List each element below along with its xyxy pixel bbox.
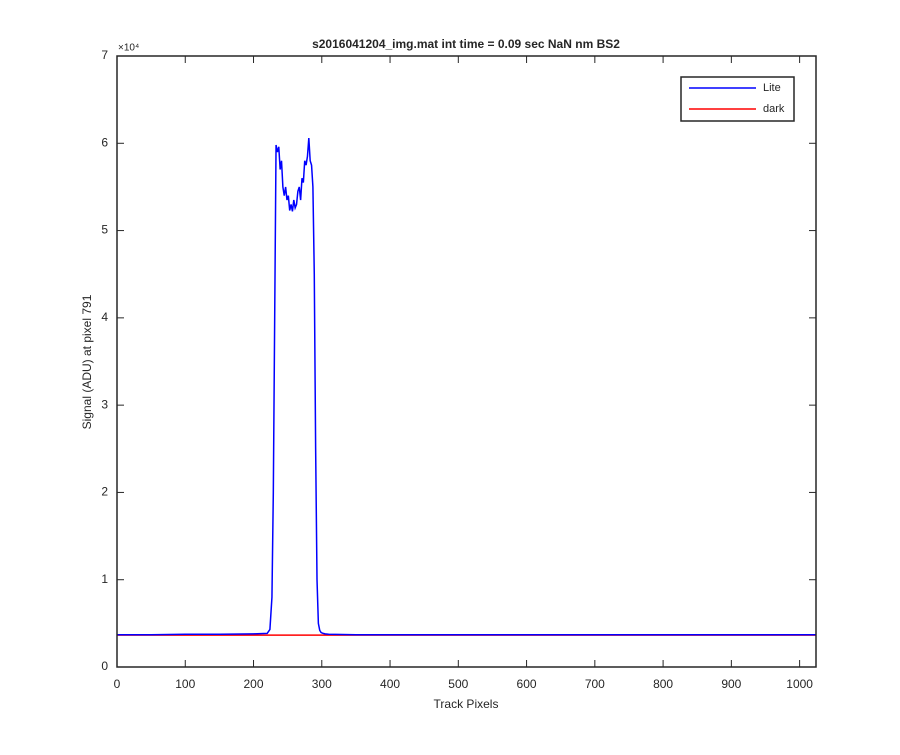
y-tick-label: 5 [101, 223, 108, 237]
x-tick-label: 900 [721, 677, 741, 691]
legend-label: Lite [763, 82, 781, 94]
legend-label: dark [763, 103, 785, 115]
x-tick-label: 100 [175, 677, 195, 691]
x-tick-label: 600 [517, 677, 537, 691]
y-axis-label: Signal (ADU) at pixel 791 [80, 294, 94, 429]
y-tick-label: 7 [101, 48, 108, 62]
x-tick-label: 300 [312, 677, 332, 691]
x-tick-label: 0 [114, 677, 121, 691]
x-tick-label: 800 [653, 677, 673, 691]
x-tick-label: 700 [585, 677, 605, 691]
x-tick-label: 200 [244, 677, 264, 691]
y-tick-label: 4 [101, 310, 108, 324]
y-tick-label: 3 [101, 397, 108, 411]
chart-title: s2016041204_img.mat int time = 0.09 sec … [312, 37, 620, 51]
y-scale-label: ×10⁴ [118, 43, 139, 54]
axes-box [116, 55, 817, 668]
y-tick-label: 2 [101, 485, 108, 499]
y-tick-label: 6 [101, 135, 108, 149]
x-axis-label: Track Pixels [434, 697, 499, 711]
legend-box [680, 76, 795, 122]
x-tick-label: 400 [380, 677, 400, 691]
x-tick-label: 1000 [786, 677, 813, 691]
y-tick-label: 1 [101, 572, 108, 586]
series-line [117, 137, 816, 636]
y-tick-label: 0 [101, 659, 108, 673]
x-tick-label: 500 [448, 677, 468, 691]
